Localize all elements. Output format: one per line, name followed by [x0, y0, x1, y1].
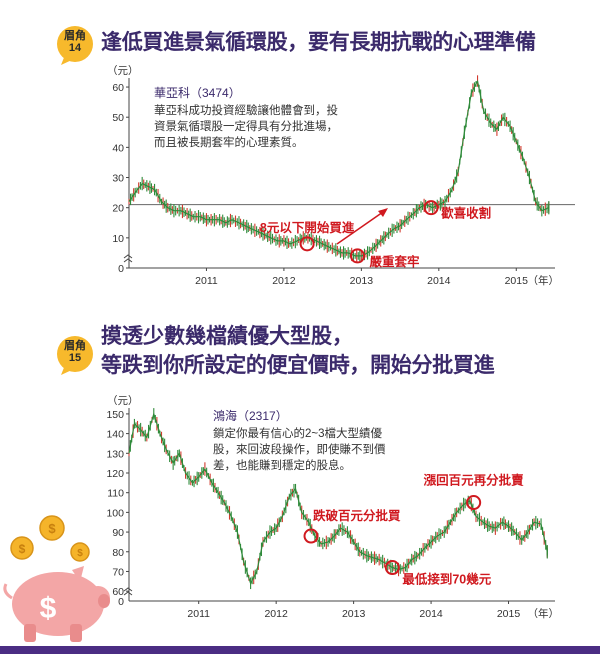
x-tick-label: 2015	[505, 275, 529, 287]
annotation-marker	[349, 248, 365, 264]
chart-2-axes: 60 70 80 90 100 110 120 130 140 150 0 （元） 2011 2012 20…	[106, 395, 559, 620]
annotation-label: 8元以下開始買進	[260, 220, 355, 235]
y-tick-label: 20	[112, 203, 124, 215]
x-tick-label: 2011	[187, 608, 210, 620]
y-tick-label: 40	[112, 142, 124, 154]
chart-2-series	[128, 408, 548, 590]
info-box-line: 股，來回波段操作，即使賺不到價	[213, 442, 386, 456]
chart-2-info-box: 鴻海（2317） 鎖定你最有信心的2~3檔大型績優 股，來回波段操作，即使賺不到…	[213, 408, 386, 472]
price-line	[128, 80, 550, 257]
section2-heading-line2: 等跌到你所設定的便宜價時，開始分批買進	[101, 352, 495, 377]
annotation-marker	[384, 560, 400, 576]
x-tick-label: 2011	[195, 275, 218, 287]
annotation-marker	[466, 495, 482, 511]
axis-break-mark	[123, 254, 133, 263]
x-tick-label: 2014	[419, 608, 443, 620]
y-unit-label: （元）	[107, 395, 139, 407]
svg-text:$: $	[40, 592, 57, 625]
svg-text:$: $	[77, 548, 83, 559]
y-tick-label: 50	[112, 112, 124, 124]
x-unit-label: （年）	[528, 607, 560, 620]
piggy-bank-icon: $	[3, 566, 110, 642]
bottom-bar	[0, 646, 600, 654]
y-tick-label: 100	[106, 507, 124, 519]
svg-text:$: $	[19, 542, 26, 556]
piggy-bank-illustration: $ $ $ $	[3, 515, 110, 642]
y-tick-label: 30	[112, 173, 124, 185]
x-tick-label: 2012	[272, 275, 296, 287]
y-tick-label: 70	[112, 566, 124, 578]
annotation-arrow	[336, 211, 384, 245]
x-tick-label: 2012	[264, 608, 288, 620]
y-tick-label: 60	[112, 82, 124, 94]
chart-2: 60 70 80 90 100 110 120 130 140 150 0 （元） 2011 2012 20…	[106, 395, 559, 620]
axis-break-mark	[123, 587, 133, 596]
info-box-line: 而且被長期套牢的心理素質。	[154, 135, 304, 149]
info-box-line: 鎖定你最有信心的2~3檔大型績優	[213, 426, 383, 440]
chart-1-info-box: 華亞科（3474） 華亞科成功投資經驗讓他體會到，投 資景氣循環股一定得具有分批…	[154, 86, 338, 149]
x-tick-label: 2014	[427, 275, 451, 287]
price-line	[128, 413, 548, 584]
badge-number: 14	[68, 42, 82, 54]
section1-heading: 逢低買進景氣循環股，要有長期抗戰的心理準備	[101, 29, 536, 54]
section2-heading-line1: 摸透少數幾檔績優大型股，	[101, 323, 353, 348]
y-tick-label: 0	[118, 596, 124, 608]
y-tick-label: 140	[106, 429, 124, 441]
chart-1-axes: 0 10 20 30 40 50 60 （元） 2011 2012 2013 2014 2015 （年）	[107, 65, 575, 287]
annotation-marker	[423, 200, 439, 216]
annotation-marker	[303, 528, 319, 544]
coin-icon: $	[39, 515, 65, 541]
y-unit-label: （元）	[107, 65, 139, 77]
annotation-marker	[299, 236, 315, 252]
info-box-title: 華亞科（3474）	[154, 86, 241, 100]
annotation-label: 最低接到70幾元	[402, 572, 491, 587]
badge-label: 眉角	[64, 340, 86, 352]
x-tick-label: 2015	[497, 608, 521, 620]
y-tick-label: 130	[106, 448, 124, 460]
y-tick-label: 120	[106, 468, 124, 480]
info-box-line: 華亞科成功投資經驗讓他體會到，投	[154, 103, 338, 117]
svg-text:$: $	[48, 521, 56, 536]
y-tick-label: 0	[118, 263, 124, 275]
y-tick-label: 90	[112, 527, 124, 539]
badge-14: 眉角 14	[55, 24, 95, 65]
y-tick-label: 60	[112, 586, 124, 598]
coin-icon: $	[70, 542, 90, 562]
annotation-label: 跌破百元分批買	[313, 508, 401, 523]
info-box-line: 資景氣循環股一定得具有分批進場，	[154, 119, 338, 133]
y-tick-label: 10	[112, 233, 124, 245]
y-tick-label: 80	[112, 547, 124, 559]
coin-icon: $	[10, 536, 34, 560]
annotation-label: 嚴重套牢	[368, 254, 419, 269]
badge-label: 眉角	[64, 30, 86, 42]
info-box-title: 鴻海（2317）	[213, 408, 288, 423]
badge-15: 眉角 15	[55, 334, 95, 375]
annotation-label: 歡喜收割	[440, 206, 491, 221]
y-tick-label: 110	[107, 488, 124, 500]
x-tick-label: 2013	[350, 275, 374, 287]
annotation-label: 漲回百元再分批賣	[424, 473, 525, 488]
badge-number: 15	[68, 352, 82, 364]
x-unit-label: （年）	[528, 274, 560, 287]
x-tick-label: 2013	[342, 608, 366, 620]
y-tick-label: 150	[106, 409, 124, 421]
arrow-head-icon	[378, 208, 388, 217]
info-box-line: 差，也能賺到穩定的股息。	[213, 458, 351, 472]
